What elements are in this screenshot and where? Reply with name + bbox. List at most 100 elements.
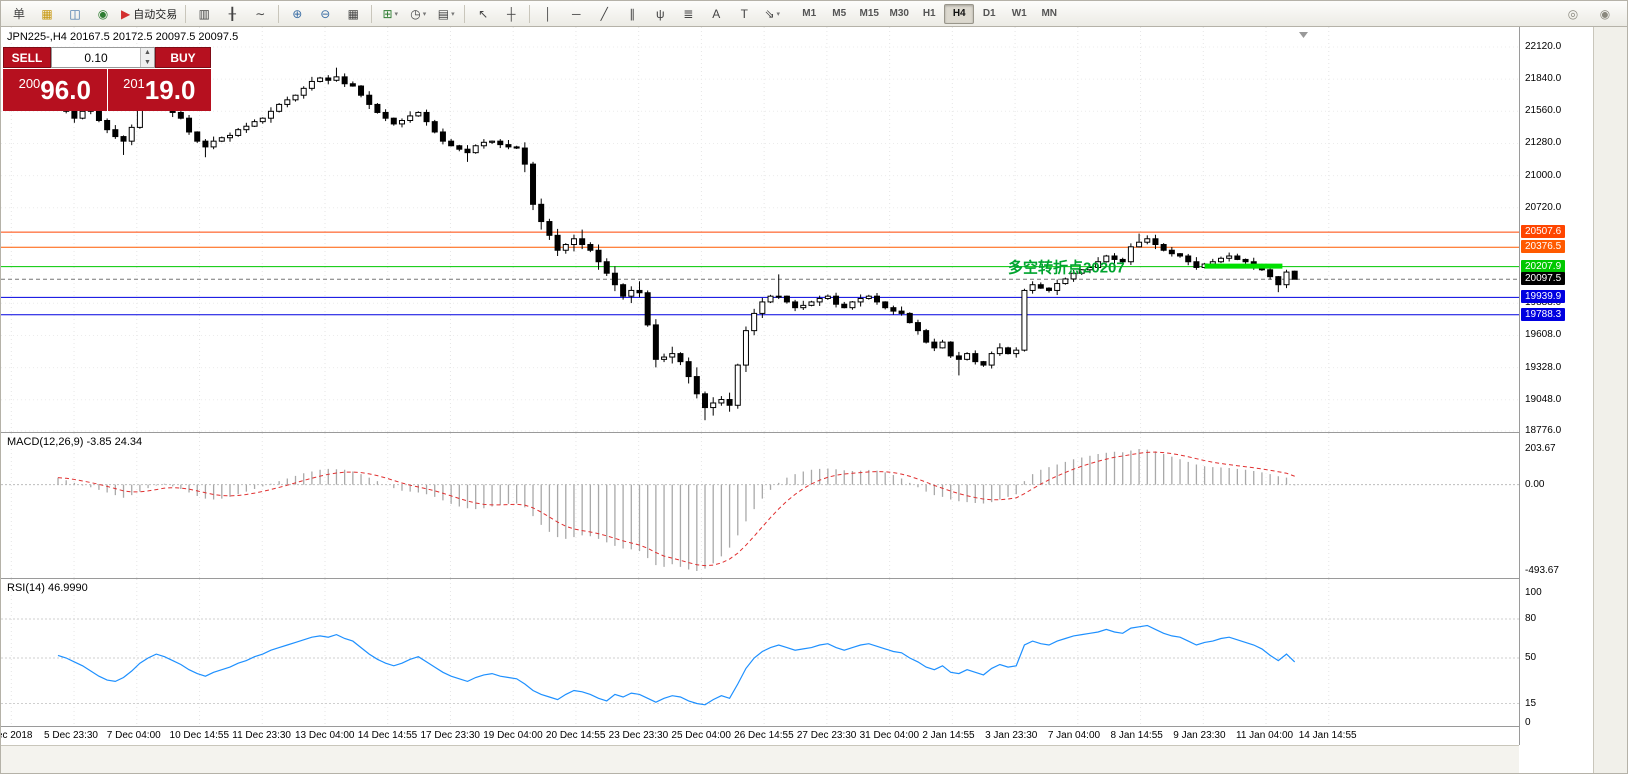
main-chart-canvas[interactable]: 多空转折点20207 [1,27,1519,433]
buy-price-display[interactable]: 201 19.0 [107,69,211,111]
price-level-badge: 19939.9 [1521,290,1566,304]
fibonacci-icon[interactable]: ≣ [674,3,702,25]
pitchfork-icon[interactable]: ψ [646,3,674,25]
timeframe-h1-button[interactable]: H1 [922,8,936,19]
time-axis-label: 4 Dec 2018 [1,730,33,741]
profiles-icon[interactable]: ◫ [61,3,89,25]
candlestick-mode-icon[interactable]: ╂ [218,3,246,25]
alerts-icon[interactable]: ◉ [89,3,117,25]
right-toolbar-icon-1[interactable]: ◎ [1567,6,1579,21]
price-level-badge: 20207.9 [1521,259,1566,273]
toolbar-separator [371,4,373,23]
volume-stepper[interactable]: 0.10 ▲ ▼ [51,47,155,68]
price-axis-label: 21280.0 [1525,137,1562,149]
timeframe-m1-button[interactable]: M1 [802,8,817,19]
timeframe-d1-button[interactable]: D1 [982,8,996,19]
right-window-strip [1593,27,1627,773]
rsi-axis-label: 50 [1525,652,1537,663]
macd-axis-label: -493.67 [1525,565,1559,576]
autotrading-glyph: ▶ [121,6,131,21]
tile-windows-icon[interactable]: ▦ [339,3,367,25]
time-axis-label: 11 Dec 23:30 [232,730,291,741]
rsi-label: RSI(14) 46.9990 [7,582,88,594]
timeframe-w1-button[interactable]: W1 [1011,8,1027,19]
price-axis-label: 19328.0 [1525,361,1562,373]
trendline-icon-glyph: ╱ [600,6,608,21]
new-chart-glyph: ⊞ [382,6,393,21]
time-axis-label: 31 Dec 04:00 [859,730,920,741]
macd-indicator-pane[interactable]: MACD(12,26,9) -3.85 24.34 [1,433,1519,579]
rsi-axis-label: 0 [1525,717,1531,728]
new-chart-button[interactable]: ⊞ ▾ [376,3,404,25]
shift-marker-icon [1299,32,1308,38]
main-chart-pane[interactable]: JPN225-,H4 20167.5 20172.5 20097.5 20097… [1,27,1519,433]
arrows-icon-dropdown[interactable]: ▾ [776,10,781,18]
macd-signal-line [57,451,1295,567]
buy-button[interactable]: BUY [155,47,211,68]
timeframe-m30-button[interactable]: M30 [889,8,909,19]
bar-chart-mode-icon-glyph: ▥ [198,6,210,21]
template-icon-dropdown[interactable]: ▾ [451,10,455,18]
price-axis-label: 20720.0 [1525,201,1562,213]
toolbar-right-group: ◎ ◉ [1559,3,1625,25]
bar-chart-mode-icon[interactable]: ▥ [190,3,218,25]
price-axis-label: 19048.0 [1525,393,1562,405]
period-icon-dropdown[interactable]: ▾ [422,10,427,18]
cursor-icon[interactable]: ↖ [469,3,497,25]
time-axis-label: 20 Dec 14:55 [545,730,606,741]
volume-value[interactable]: 0.10 [84,50,108,65]
time-axis[interactable]: 4 Dec 2018 5 Dec 23:30 7 Dec 04:00 10 Dec 1… [1,727,1519,745]
horizontal-line-icon[interactable]: ─ [562,3,590,25]
sell-button[interactable]: SELL [3,47,51,68]
timeframe-h4-button[interactable]: H4 [944,3,975,24]
arrows-icon-glyph: ⇘ [764,6,775,21]
zoom-in-icon[interactable]: ⊕ [283,3,311,25]
zoom-in-icon-glyph: ⊕ [292,6,303,21]
timeframe-toolbar: M1 M5 M15 M30 H1 H4 D1 W1 MN [794,3,1064,24]
toolbar-separator [185,4,187,23]
candlestick-mode-icon-glyph: ╂ [228,6,236,21]
autotrading-button[interactable]: ▶ 自动交易 [117,3,181,25]
sell-price-display[interactable]: 200 96.0 [3,69,107,111]
timeframe-m15-button[interactable]: M15 [859,8,879,19]
time-axis-label: 23 Dec 23:30 [608,730,669,741]
new-chart-button-dropdown[interactable]: ▾ [394,10,399,18]
template-icon[interactable]: ▤ ▾ [432,3,460,25]
arrows-icon[interactable]: ⇘ ▾ [758,3,786,25]
timeframe-m5-button[interactable]: M5 [832,8,847,19]
chart-window-icon-glyph: ▦ [41,6,53,21]
toolbar-separator [529,4,531,23]
macd-canvas[interactable] [1,433,1519,579]
label-icon[interactable]: T [730,3,758,25]
period-icon[interactable]: ◷ ▾ [404,3,432,25]
price-axis[interactable]: 22120.0 21840.0 21560.0 21280.0 21000.0 20720… [1519,27,1593,745]
time-axis-label: 7 Jan 04:00 [1047,730,1101,741]
rsi-indicator-pane[interactable]: RSI(14) 46.9990 [1,579,1519,727]
right-toolbar-icon-2[interactable]: ◉ [1599,6,1611,21]
price-axis-label: 21840.0 [1525,73,1562,85]
macd-axis-label: 203.67 [1525,443,1556,454]
volume-decrease-button[interactable]: ▼ [141,57,154,67]
text-icon-glyph: A [712,6,721,21]
time-axis-label: 9 Jan 23:30 [1173,730,1226,741]
zoom-out-icon[interactable]: ⊖ [311,3,339,25]
time-axis-label: 7 Dec 04:00 [106,730,161,741]
new-order-button[interactable]: 单 [5,3,33,25]
channel-icon-glyph: ∥ [629,6,636,21]
channel-icon[interactable]: ∥ [618,3,646,25]
text-icon[interactable]: A [702,3,730,25]
chart-window-icon[interactable]: ▦ [33,3,61,25]
timeframe-mn-button[interactable]: MN [1041,8,1058,19]
line-chart-mode-icon[interactable]: ∼ [246,3,274,25]
toolbar-separator [278,4,280,23]
vertical-line-icon-glyph: │ [544,6,552,21]
chart-annotation-text[interactable]: 多空转折点20207 [1008,259,1125,277]
trendline-icon[interactable]: ╱ [590,3,618,25]
vertical-line-icon[interactable]: │ [534,3,562,25]
rsi-line [57,624,1296,706]
rsi-canvas[interactable] [1,579,1519,727]
volume-increase-button[interactable]: ▲ [141,48,154,58]
time-axis-label: 10 Dec 14:55 [169,730,230,741]
crosshair-icon[interactable]: ┼ [497,3,525,25]
